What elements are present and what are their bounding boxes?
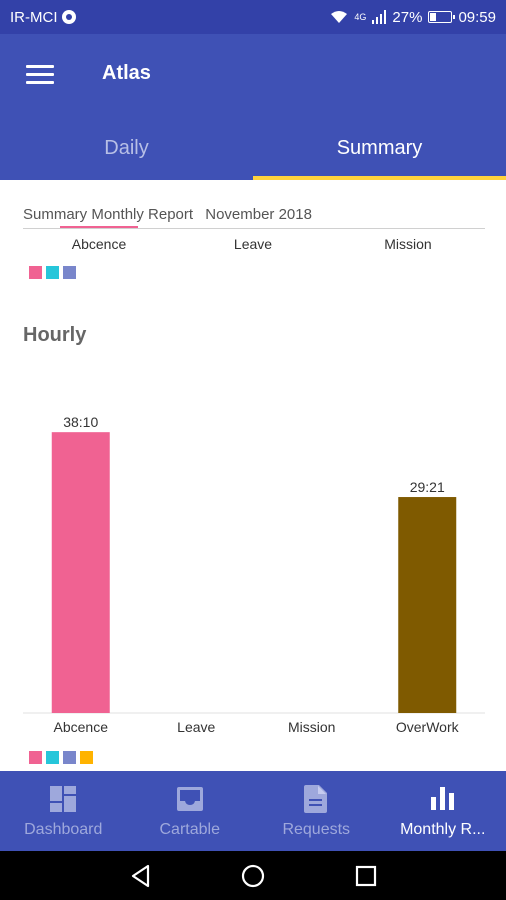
inbox-icon (176, 787, 203, 811)
signal-icon (372, 10, 387, 24)
top-legend-swatch (29, 266, 42, 279)
nav-label-cartable: Cartable (159, 821, 220, 838)
tab-indicator (253, 176, 506, 180)
app-title: Atlas (102, 62, 151, 84)
clock: 09:59 (458, 8, 496, 26)
vpn-icon (61, 10, 76, 24)
nav-cartable[interactable]: Cartable (127, 771, 254, 851)
x-tick-label-leave: Leave (177, 719, 216, 735)
app-bar: Atlas Daily Summary (0, 34, 506, 180)
report-period: November 2018 (205, 206, 312, 223)
report-subtitle: Summary Monthly Report (23, 206, 194, 223)
top-legend (29, 266, 76, 279)
chart-legend-swatch (29, 751, 42, 764)
nav-requests[interactable]: Requests (253, 771, 380, 851)
nav-label-requests: Requests (282, 821, 351, 838)
report-header: Summary Monthly Report November 2018 (23, 206, 320, 223)
recents-icon[interactable] (354, 863, 378, 889)
nav-label-monthly-report: Monthly R... (400, 821, 486, 838)
subtitle-underline (60, 226, 138, 228)
chart-legend (29, 751, 93, 764)
top-category-abcence: Abcence (71, 236, 127, 252)
battery-percent: 27% (392, 8, 423, 26)
hourly-title: Hourly (23, 324, 87, 346)
nav-dashboard[interactable]: Dashboard (0, 771, 127, 851)
x-tick-label-overwork: OverWork (395, 719, 459, 735)
battery-icon (428, 11, 456, 23)
header-divider (23, 228, 485, 229)
top-category-mission: Mission (384, 236, 432, 252)
home-icon[interactable] (240, 863, 266, 889)
bar-value-label: 38:10 (63, 414, 98, 430)
bottom-navigation: Dashboard Cartable Requests Monthly R... (0, 771, 506, 851)
bar-overwork[interactable] (398, 497, 457, 713)
bar-abcence[interactable] (51, 432, 110, 713)
status-left: IR-MCI (10, 9, 76, 26)
x-tick-label-abcence: Abcence (53, 719, 108, 735)
status-right: 4G 27% 09:59 (330, 9, 496, 26)
x-tick-label-mission: Mission (288, 719, 336, 735)
network-type: 4G (354, 12, 367, 22)
tab-daily[interactable]: Daily (104, 137, 149, 159)
chart-legend-swatch (46, 751, 59, 764)
nav-label-dashboard: Dashboard (24, 821, 103, 838)
chart-legend-swatch (80, 751, 93, 764)
top-category-leave: Leave (233, 236, 273, 252)
tab-summary[interactable]: Summary (336, 137, 423, 159)
chart-legend-swatch (63, 751, 76, 764)
bar-chart-icon (430, 787, 454, 810)
hourly-bar-chart: 38:10 29:21 (23, 414, 485, 714)
back-icon[interactable] (128, 863, 154, 889)
status-bar: IR-MCI 4G 27% 09:59 (0, 0, 506, 34)
top-legend-swatch (63, 266, 76, 279)
document-icon (304, 785, 328, 813)
dashboard-icon (50, 786, 77, 812)
carrier-name: IR-MCI (10, 8, 58, 26)
wifi-icon (331, 11, 348, 23)
hamburger-menu-icon[interactable] (26, 65, 54, 85)
bar-value-label: 29:21 (410, 479, 445, 495)
top-legend-swatch (46, 266, 59, 279)
nav-monthly-report[interactable]: Monthly R... (380, 771, 506, 851)
system-navigation-bar (0, 851, 506, 900)
